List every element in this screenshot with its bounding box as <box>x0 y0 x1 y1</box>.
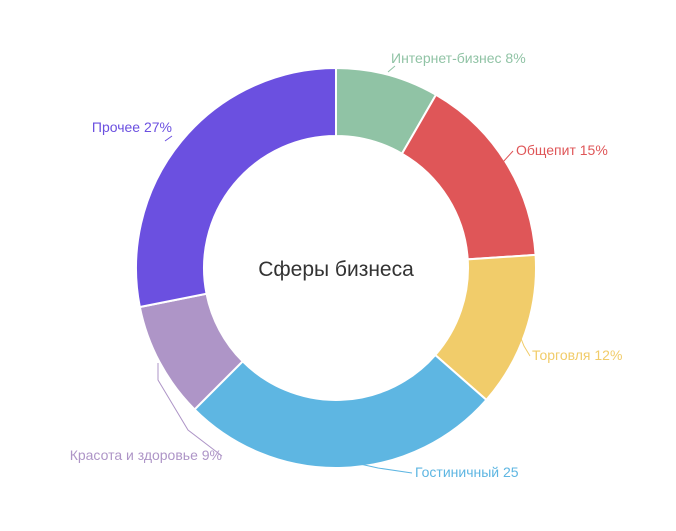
leader-line <box>502 150 514 163</box>
donut-slice[interactable] <box>400 93 537 261</box>
donut-slice[interactable] <box>135 66 337 309</box>
leader-line <box>157 363 223 457</box>
leader-line <box>341 459 413 474</box>
slices-layer <box>135 66 537 469</box>
leader-line <box>164 135 173 142</box>
leader-line <box>387 65 396 73</box>
slice-label: Гостиничный 25 <box>415 464 519 480</box>
slice-label: Общепит 15% <box>516 142 608 158</box>
slice-label: Красота и здоровье 9% <box>70 447 222 463</box>
leader-lines-layer <box>157 65 531 474</box>
donut-slice[interactable] <box>193 353 488 469</box>
leader-line <box>519 335 531 357</box>
slice-label: Интернет-бизнес 8% <box>391 50 526 66</box>
labels-layer: Интернет-бизнес 8% Общепит 15% Торговля 12… <box>70 50 623 480</box>
chart-title: Сферы бизнеса <box>258 258 414 281</box>
slice-label: Торговля 12% <box>532 347 622 363</box>
slice-label: Прочее 27% <box>92 119 172 135</box>
